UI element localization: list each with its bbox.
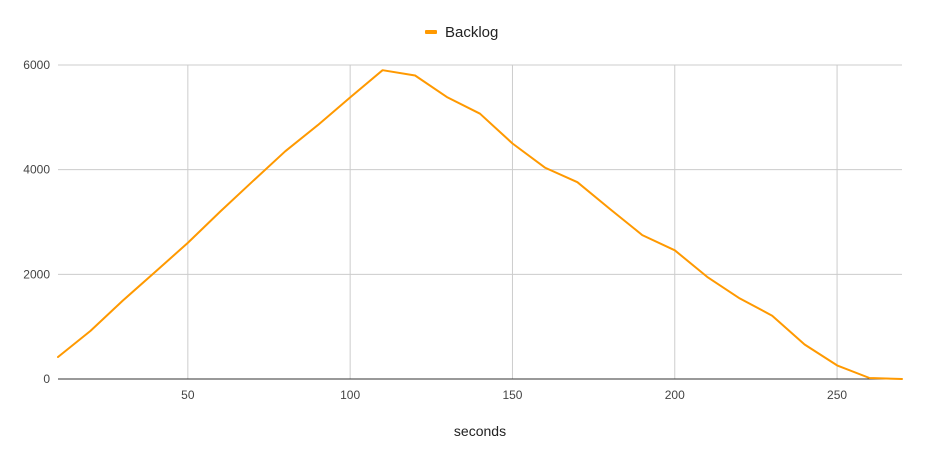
series-layer bbox=[57, 69, 903, 380]
x-tick-label: 50 bbox=[181, 388, 195, 402]
y-tick-label: 0 bbox=[43, 372, 50, 386]
legend-swatch bbox=[425, 30, 437, 34]
legend-label: Backlog bbox=[445, 24, 498, 41]
series-line-backlog bbox=[57, 69, 903, 380]
y-tick-label: 4000 bbox=[23, 163, 50, 177]
x-tick-label: 200 bbox=[665, 388, 685, 402]
legend[interactable]: Backlog bbox=[425, 24, 498, 41]
axes: 0 2000 4000 6000 50 100 150 200 250 bbox=[23, 58, 902, 402]
x-tick-label: 250 bbox=[827, 388, 847, 402]
y-tick-label: 2000 bbox=[23, 267, 50, 281]
x-axis-title: seconds bbox=[454, 423, 506, 439]
x-tick-label: 100 bbox=[340, 388, 360, 402]
y-tick-label: 6000 bbox=[23, 58, 50, 72]
gridlines bbox=[58, 64, 902, 379]
x-tick-label: 150 bbox=[502, 388, 522, 402]
